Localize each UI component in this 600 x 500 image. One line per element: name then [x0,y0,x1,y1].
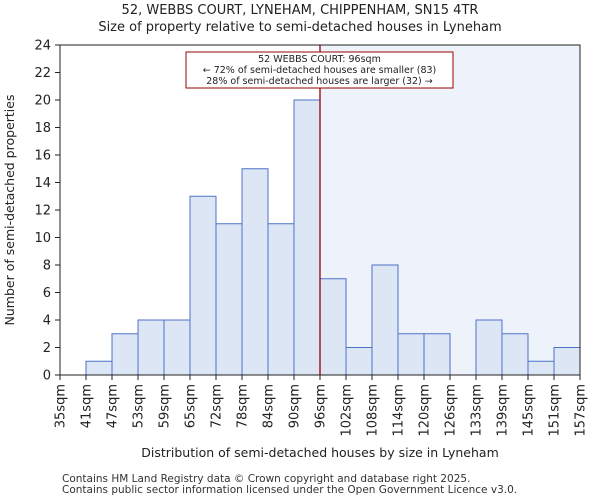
y-tick-label: 2 [43,341,51,356]
bar-114sqm [397,333,425,376]
larger-region-shade [320,45,580,375]
y-tick-label: 24 [34,39,51,54]
x-tick-label: 139sqm [496,384,511,437]
x-tick-label: 102sqm [340,384,355,437]
bar-72sqm [215,223,243,376]
bar-53sqm [137,319,165,376]
footer-licence: Contains public sector information licen… [62,484,518,496]
bar-90sqm [293,99,321,376]
bar-78sqm [241,168,269,376]
x-tick-label: 53sqm [132,384,147,428]
x-tick-label: 65sqm [184,384,199,428]
bar-84sqm [267,223,295,376]
x-tick-label: 72sqm [210,384,225,428]
x-tick-label: 120sqm [418,384,433,437]
x-tick-label: 157sqm [574,384,589,437]
x-tick-label: 35sqm [54,384,69,428]
bar-65sqm [189,195,217,376]
bar-133sqm [475,319,503,376]
y-tick-label: 6 [43,286,51,301]
x-tick-label: 78sqm [236,384,251,428]
y-tick-label: 8 [43,259,51,274]
y-tick-label: 20 [34,94,51,109]
x-tick-label: 84sqm [262,384,277,428]
bar-145sqm [527,360,555,376]
y-tick-label: 10 [34,231,51,246]
annotation-line-3: 28% of semi-detached houses are larger (… [206,76,433,87]
bar-102sqm [345,347,373,376]
x-tick-label: 96sqm [314,384,329,428]
y-tick-label: 14 [34,176,51,191]
y-tick-label: 0 [43,369,51,384]
x-tick-label: 133sqm [470,384,485,437]
x-tick-label: 90sqm [288,384,303,428]
annotation-box [185,51,454,89]
x-tick-label: 145sqm [522,384,537,437]
chart-title: 52, WEBBS COURT, LYNEHAM, CHIPPENHAM, SN… [121,3,479,18]
bar-120sqm [423,333,451,376]
y-tick-label: 16 [34,149,51,164]
annotation-line-1: 52 WEBBS COURT: 96sqm [258,54,381,65]
bar-47sqm [111,333,139,376]
bar-108sqm [371,264,399,376]
x-tick-label: 126sqm [444,384,459,437]
y-tick-label: 12 [34,204,51,219]
chart-subtitle: Size of property relative to semi-detach… [98,20,502,35]
y-axis-label: Number of semi-detached properties [2,95,17,326]
x-tick-label: 41sqm [80,384,95,428]
x-tick-label: 59sqm [158,384,173,428]
annotation-line-2: ← 72% of semi-detached houses are smalle… [203,65,437,76]
x-tick-label: 47sqm [106,384,121,428]
x-tick-label: 108sqm [366,384,381,437]
bar-96sqm [319,278,347,376]
y-tick-label: 18 [34,121,51,136]
bar-139sqm [501,333,529,376]
bar-41sqm [85,360,113,376]
x-axis-label: Distribution of semi-detached houses by … [141,445,499,460]
footer-copyright: Contains HM Land Registry data © Crown c… [62,473,471,485]
y-tick-label: 22 [34,66,51,81]
bar-151sqm [553,347,581,376]
bar-59sqm [163,319,191,376]
y-tick-label: 4 [43,314,51,329]
x-tick-label: 114sqm [392,384,407,437]
x-tick-label: 151sqm [548,384,563,437]
